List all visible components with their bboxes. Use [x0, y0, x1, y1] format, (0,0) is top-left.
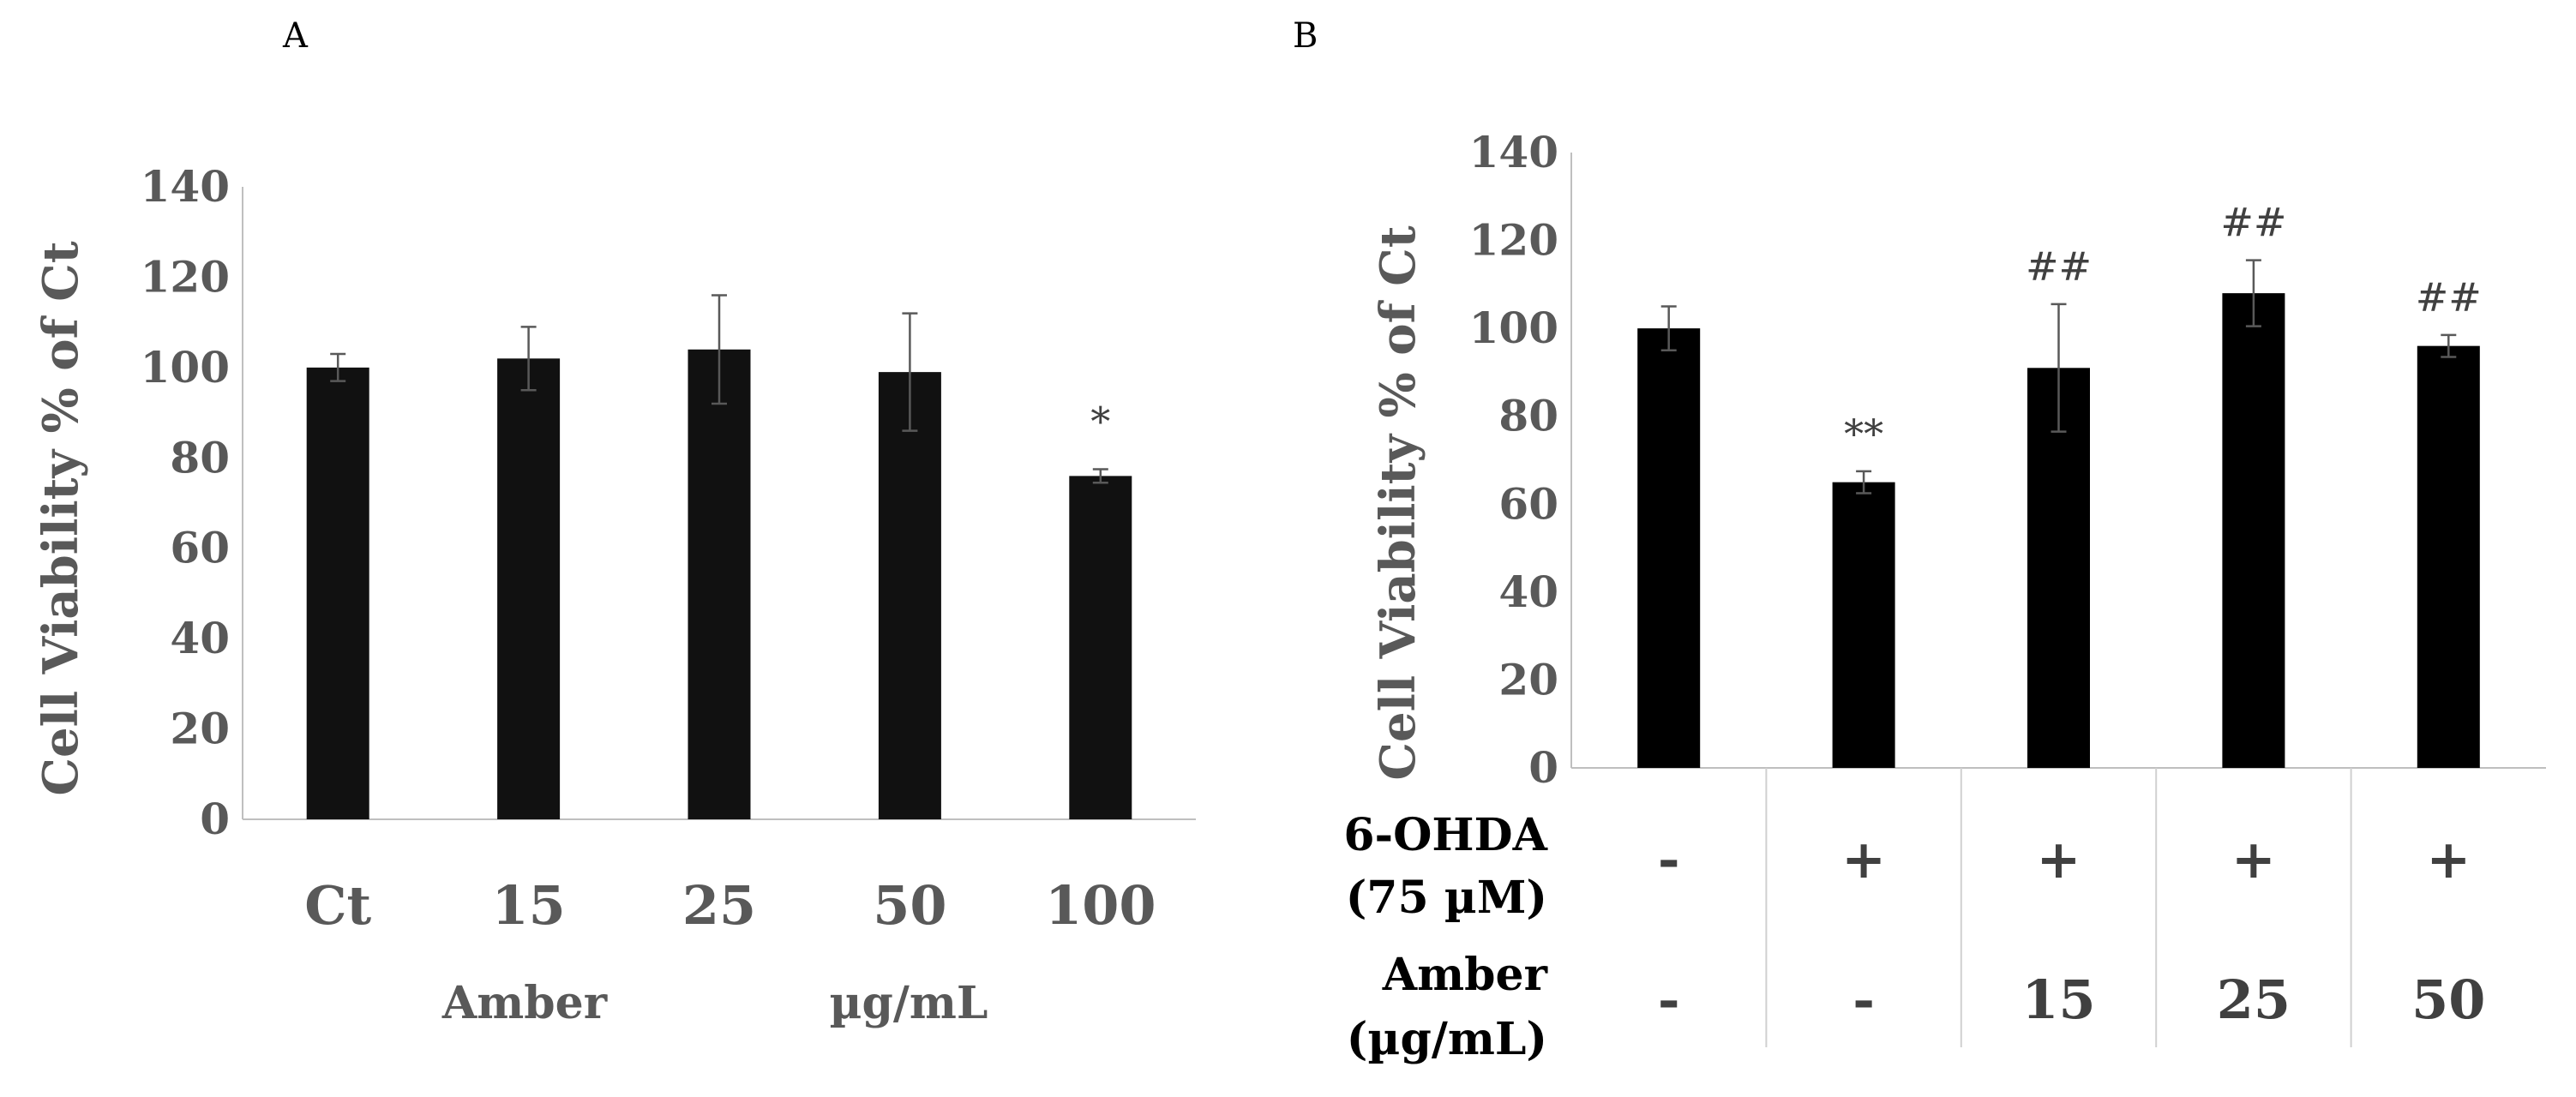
chart-b-y-tick-label: 100 — [1469, 303, 1558, 353]
chart-b-y-tick-label: 60 — [1498, 478, 1558, 529]
chart-b-table-cell: 15 — [2021, 968, 2095, 1031]
chart-b-y-tick-label: 80 — [1498, 391, 1558, 441]
chart-b-bar — [1637, 328, 1701, 769]
chart-b-significance-label: ## — [2026, 243, 2092, 290]
chart-b-y-tick-label: 140 — [1469, 127, 1558, 177]
chart-a-category-label: Ct — [304, 874, 371, 937]
chart-b-y-axis-label: Cell Viability % of Ct — [1370, 225, 1426, 780]
chart-a-error-bars — [330, 294, 1108, 484]
chart-b-table-cell: 25 — [2217, 968, 2291, 1031]
chart-b-table-cell: - — [1852, 968, 1875, 1031]
chart-b-y-tick-label: 20 — [1498, 654, 1558, 704]
chart-a-category-label: 15 — [491, 874, 565, 937]
chart-b-error-bars — [1660, 259, 2457, 495]
chart-a-y-tick-label: 40 — [170, 613, 230, 663]
chart-b-table-cell: 50 — [2411, 968, 2485, 1031]
chart-a-category-label: 25 — [682, 874, 756, 937]
chart-a-y-tick-label: 20 — [170, 704, 230, 754]
chart-a-y-ticks: 0 20 40 60 80 100 120 140 — [141, 161, 230, 844]
chart-a-bar — [497, 358, 561, 819]
chart-b-significance-label: ## — [2416, 274, 2482, 321]
chart-b-table-cell: - — [1658, 828, 1680, 890]
chart-b-y-tick-label: 120 — [1469, 215, 1558, 266]
chart-b-row-label-6ohda-line2: (75 µM) — [1346, 872, 1547, 924]
chart-b-table-cell: + — [2426, 828, 2471, 890]
chart-a-y-tick-label: 140 — [141, 161, 230, 212]
chart-a-y-tick-label: 80 — [170, 432, 230, 483]
chart-b-bar — [1832, 482, 1895, 768]
chart-b-treatment-table: - + + + + - - 15 25 50 — [1658, 768, 2485, 1047]
chart-b-table-cell: + — [2037, 828, 2081, 890]
chart-a-bar — [688, 349, 751, 819]
chart-a-y-tick-label: 100 — [141, 342, 230, 393]
chart-a-bar — [306, 367, 369, 819]
chart-a-annotations: * — [1090, 398, 1110, 444]
chart-a: Cell Viability % of Ct 0 20 40 60 80 100 120 14… — [33, 161, 1196, 1029]
chart-a-category-label: 50 — [873, 874, 946, 937]
chart-b-significance-label: ## — [2220, 200, 2286, 246]
chart-a-bar — [878, 372, 941, 820]
chart-b-bar — [2027, 368, 2090, 768]
chart-b-table-cell: + — [1841, 828, 1886, 890]
chart-b-row-label-amber-line2: (µg/mL) — [1347, 1013, 1547, 1065]
chart-b-table-cell: - — [1658, 968, 1680, 1031]
chart-a-significance-label: * — [1090, 398, 1110, 444]
chart-a-x-label-amber: Amber — [441, 977, 608, 1029]
chart-b-bars — [1637, 293, 2480, 769]
chart-a-bars — [306, 349, 1132, 820]
chart-b-significance-label: ** — [1844, 411, 1883, 457]
chart-a-category-labels: Ct 15 25 50 100 — [304, 874, 1156, 937]
chart-a-y-tick-label: 0 — [200, 794, 230, 844]
panel-letter-b: B — [1293, 16, 1318, 56]
chart-b-row-label-amber-line1: Amber — [1382, 949, 1548, 1001]
chart-a-x-label-unit: µg/mL — [830, 977, 988, 1029]
chart-a-y-tick-label: 60 — [170, 523, 230, 573]
chart-b-y-tick-label: 0 — [1528, 742, 1558, 793]
chart-b-bar — [2417, 345, 2480, 768]
chart-b-y-tick-label: 40 — [1498, 566, 1558, 617]
panel-letter-a: A — [282, 16, 309, 56]
chart-a-y-axis-label: Cell Viability % of Ct — [33, 241, 89, 795]
chart-a-bar — [1069, 476, 1132, 819]
chart-b-bar — [2222, 293, 2285, 769]
chart-b-annotations: ** ## ## ## — [1844, 200, 2482, 457]
chart-b-row-label-6ohda-line1: 6-OHDA — [1343, 809, 1547, 861]
chart-b-y-ticks: 0 20 40 60 80 100 120 140 — [1469, 127, 1558, 793]
chart-b: Cell Viability % of Ct 0 20 40 60 80 100 120 14… — [1343, 127, 2546, 1065]
chart-b-table-cell: + — [2231, 828, 2276, 890]
chart-a-category-label: 100 — [1045, 874, 1156, 937]
chart-a-y-tick-label: 120 — [141, 251, 230, 302]
